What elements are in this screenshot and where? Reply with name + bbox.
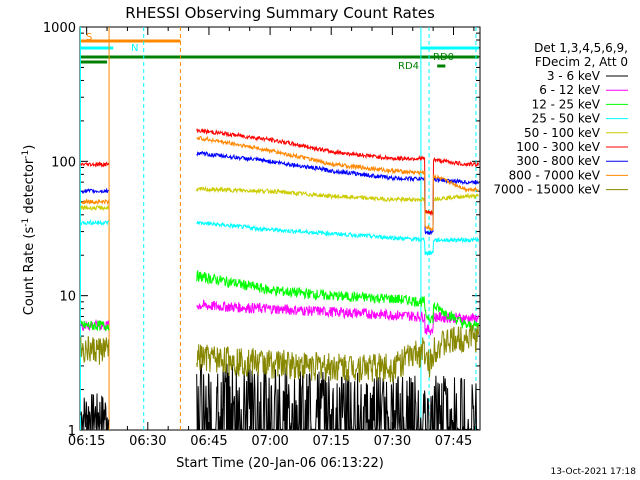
legend-label: 50 - 100 keV [524, 126, 601, 140]
x-tick-label: 07:45 [435, 434, 472, 449]
y-tick-label: 1 [68, 424, 76, 439]
series-line-3-6-keV [196, 363, 479, 431]
night-flag-label: N [131, 43, 138, 54]
series-line-7000-15000-keV [80, 336, 110, 365]
x-tick-label: 07:00 [251, 434, 288, 449]
legend-label: 12 - 25 keV [532, 97, 601, 111]
series-line-50-100-keV [196, 185, 479, 215]
series-line-6-12-keV [196, 299, 479, 336]
series-line-3-6-keV [80, 393, 110, 430]
legend-header: Det 1,3,4,5,6,9, [534, 41, 628, 55]
plot-frame [79, 26, 481, 431]
legend-label: 3 - 6 keV [547, 69, 601, 83]
rd0-flag-label: RD0 [433, 52, 454, 63]
y-tick-label: 100 [51, 155, 76, 170]
legend-label: 25 - 50 keV [532, 112, 601, 126]
x-tick-label: 06:30 [129, 434, 166, 449]
series-line-800-7000-keV [196, 135, 479, 232]
series-line-25-50-keV [196, 220, 479, 257]
legend-label: 300 - 800 keV [516, 154, 600, 168]
legend-label: 6 - 12 keV [539, 83, 601, 97]
series-line-25-50-keV [80, 218, 110, 226]
series-line-50-100-keV [80, 204, 110, 212]
x-tick-label: 06:15 [68, 434, 105, 449]
chart-title: RHESSI Observing Summary Count Rates [125, 4, 435, 22]
rd4-flag-label: RD4 [398, 61, 419, 72]
series-line-7000-15000-keV [196, 324, 479, 383]
x-tick-label: 06:45 [190, 434, 227, 449]
series-line-100-300-keV [80, 160, 110, 168]
y-tick-label: 10 [59, 290, 76, 305]
y-axis-label: Count Rate (s-1 detector-1) [21, 145, 37, 316]
series-line-300-800-keV [196, 150, 479, 236]
y-tick-label: 1000 [43, 21, 76, 36]
series-line-300-800-keV [80, 187, 110, 194]
legend-label: 800 - 7000 keV [509, 168, 601, 182]
legend-label: 100 - 300 keV [516, 140, 600, 154]
footer-timestamp: 13-Oct-2021 17:18 [551, 467, 637, 477]
x-tick-label: 07:15 [312, 434, 349, 449]
saa-flag-label: S [86, 32, 92, 43]
series-line-12-25-keV [80, 320, 110, 332]
series-line-100-300-keV [196, 128, 479, 217]
x-tick-label: 07:30 [374, 434, 411, 449]
series-line-800-7000-keV [80, 198, 110, 206]
x-axis-label: Start Time (20-Jan-06 06:13:22) [176, 456, 384, 471]
legend-label: 7000 - 15000 keV [493, 183, 600, 197]
legend-header: FDecim 2, Att 0 [535, 55, 628, 69]
series-line-12-25-keV [196, 269, 479, 331]
